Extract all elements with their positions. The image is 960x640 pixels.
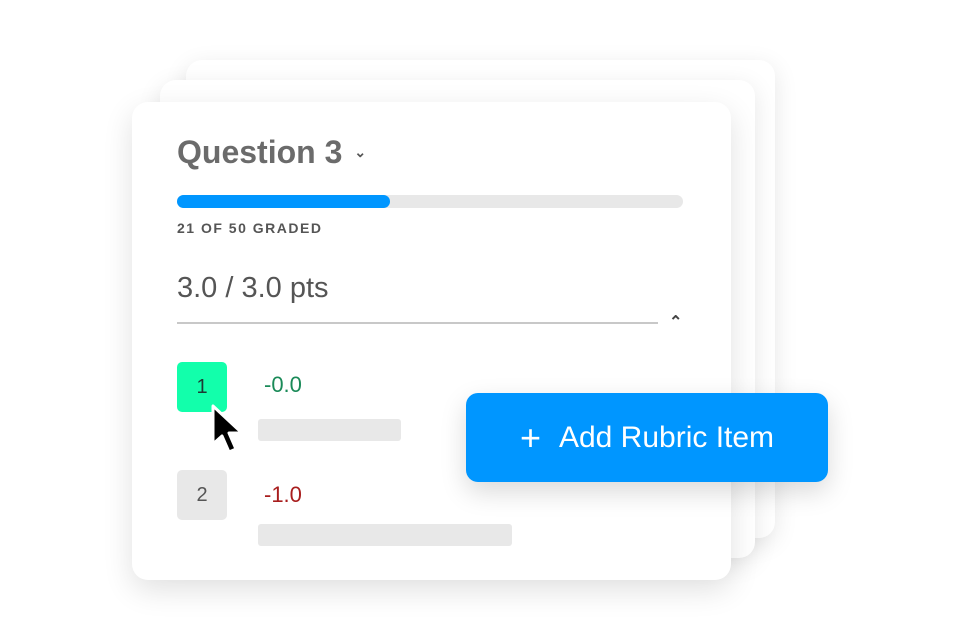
score-divider — [177, 322, 658, 324]
rubric-item-1-points: -0.0 — [264, 372, 302, 397]
rubric-item-2-key[interactable]: 2 — [177, 470, 227, 520]
rubric-item-1-key[interactable]: 1 — [177, 362, 227, 412]
score-label: 3.0 / 3.0 pts — [177, 272, 329, 304]
mouse-pointer-icon — [211, 404, 244, 454]
chevron-up-icon[interactable]: ⌃ — [669, 314, 683, 331]
chevron-down-icon[interactable]: ⌄ — [354, 144, 367, 160]
question-title: Question 3 — [177, 134, 343, 170]
add-rubric-item-button[interactable]: + Add Rubric Item — [466, 393, 828, 482]
graded-count: 21 OF 50 GRADED — [177, 220, 323, 236]
rubric-item-2-points: -1.0 — [264, 482, 302, 507]
add-rubric-item-label: Add Rubric Item — [558, 420, 775, 454]
grading-progress-bar — [177, 195, 683, 208]
grading-card: Question 3 ⌄ 21 OF 50 GRADED 3.0 / 3.0 p… — [132, 102, 731, 580]
rubric-item-2-description — [258, 524, 512, 546]
question-selector[interactable]: Question 3 ⌄ — [177, 134, 366, 171]
rubric-item-1-description — [258, 419, 401, 441]
plus-icon: + — [519, 416, 541, 458]
grading-progress-fill — [177, 195, 390, 208]
